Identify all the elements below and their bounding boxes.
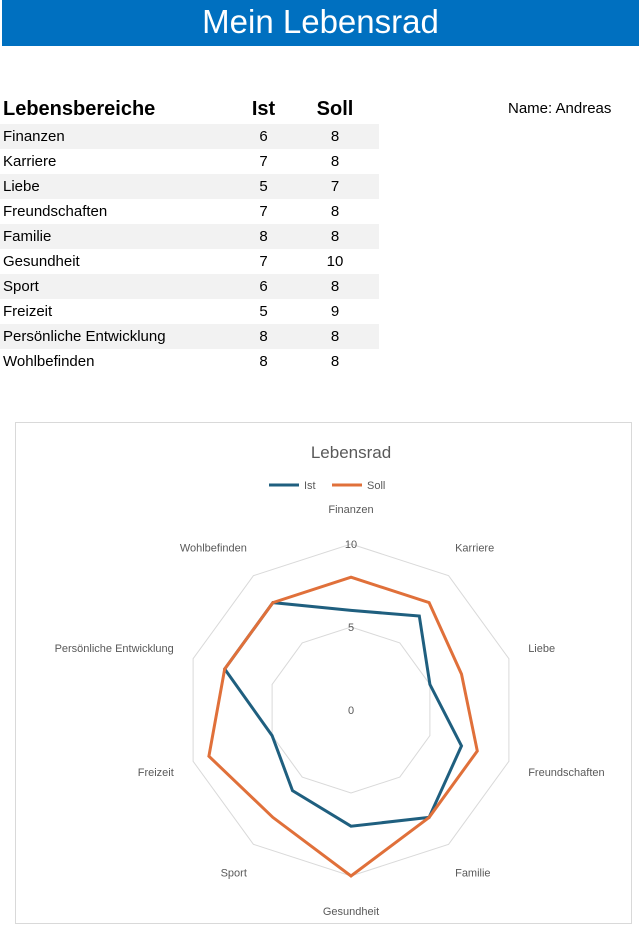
- cell-ist: 6: [236, 124, 291, 149]
- table-row: Liebe 5 7: [0, 174, 379, 199]
- cell-soll: 8: [291, 274, 379, 299]
- cell-ist: 5: [259, 303, 268, 320]
- cell-area: Persönliche Entwicklung: [0, 324, 236, 349]
- category-label: Liebe: [528, 643, 555, 655]
- radar-category-labels: Finanzen Karriere Liebe Freundschaften Famil…: [55, 504, 605, 918]
- category-label: Freizeit: [138, 767, 174, 779]
- cell-ist: 8: [259, 353, 268, 370]
- category-label: Gesundheit: [323, 906, 379, 918]
- cell-soll: 8: [330, 203, 340, 220]
- cell-ist: 7: [259, 253, 268, 270]
- table-row: Freizeit 5 9: [0, 299, 379, 324]
- cell-soll: 8: [330, 153, 340, 170]
- category-label: Wohlbefinden: [180, 542, 247, 554]
- table-row: Sport 6 8: [0, 274, 379, 299]
- table-row: Finanzen 6 8: [0, 124, 379, 149]
- cell-soll: 7: [291, 174, 379, 199]
- cell-soll: 9: [330, 303, 340, 320]
- radar-chart-svg: Lebensrad Ist Soll 0 5 10 Finanzen Karriere L…: [55, 443, 605, 918]
- tick-label: 0: [348, 705, 354, 717]
- table-row: Karriere 7 8: [0, 149, 379, 174]
- cell-ist: 8: [236, 324, 291, 349]
- cell-soll: 8: [291, 224, 379, 249]
- tick-label: 5: [348, 622, 354, 634]
- table-row: Familie 8 8: [0, 224, 379, 249]
- cell-area: Gesundheit: [3, 253, 80, 270]
- cell-ist: 6: [236, 274, 291, 299]
- cell-area: Freundschaften: [3, 203, 108, 220]
- category-label: Freundschaften: [528, 767, 604, 779]
- radar-chart: Lebensrad Ist Soll 0 5 10 Finanzen Karriere L…: [15, 422, 632, 924]
- radar-series: [207, 575, 479, 878]
- cell-area: Finanzen: [0, 124, 236, 149]
- chart-title: Lebensrad: [311, 443, 391, 462]
- cell-soll: 8: [291, 324, 379, 349]
- life-areas-table: Lebensbereiche Ist Soll Finanzen 6 8 Karrie…: [0, 94, 379, 374]
- category-label: Persönliche Entwicklung: [55, 643, 174, 655]
- cell-ist: 5: [236, 174, 291, 199]
- cell-area: Sport: [0, 274, 236, 299]
- cell-ist: 8: [236, 224, 291, 249]
- series-line-ist: [222, 601, 464, 828]
- header-lebensbereiche: Lebensbereiche: [3, 97, 156, 120]
- chart-legend: Ist Soll: [269, 480, 385, 492]
- table-row: Gesundheit 7 10: [0, 249, 379, 274]
- cell-area: Familie: [0, 224, 236, 249]
- table-row: Wohlbefinden 8 8: [0, 349, 379, 374]
- table-row: Freundschaften 7 8: [0, 199, 379, 224]
- cell-area: Karriere: [3, 153, 57, 170]
- cell-ist: 7: [259, 203, 268, 220]
- page-title: Mein Lebensrad: [2, 0, 639, 46]
- cell-area: Wohlbefinden: [3, 353, 95, 370]
- legend-label-soll: Soll: [367, 480, 385, 492]
- header-ist: Ist: [251, 97, 276, 120]
- cell-soll: 10: [326, 253, 344, 270]
- cell-area: Freizeit: [3, 303, 53, 320]
- name-label: Name: Andreas: [508, 100, 612, 117]
- radar-tick-labels: 0 5 10: [345, 539, 357, 717]
- category-label: Sport: [221, 868, 247, 880]
- table-row: Persönliche Entwicklung 8 8: [0, 324, 379, 349]
- table-header-row: Lebensbereiche Ist Soll: [0, 94, 379, 124]
- category-label: Familie: [455, 868, 490, 880]
- tick-label: 10: [345, 539, 357, 551]
- header-soll: Soll: [316, 97, 354, 120]
- cell-ist: 7: [259, 153, 268, 170]
- series-line-soll: [207, 575, 479, 878]
- category-label: Finanzen: [328, 504, 373, 516]
- cell-area: Liebe: [0, 174, 236, 199]
- cell-soll: 8: [291, 124, 379, 149]
- grid-ring: [271, 626, 431, 794]
- category-label: Karriere: [455, 542, 494, 554]
- legend-label-ist: Ist: [304, 480, 316, 492]
- cell-soll: 8: [330, 353, 340, 370]
